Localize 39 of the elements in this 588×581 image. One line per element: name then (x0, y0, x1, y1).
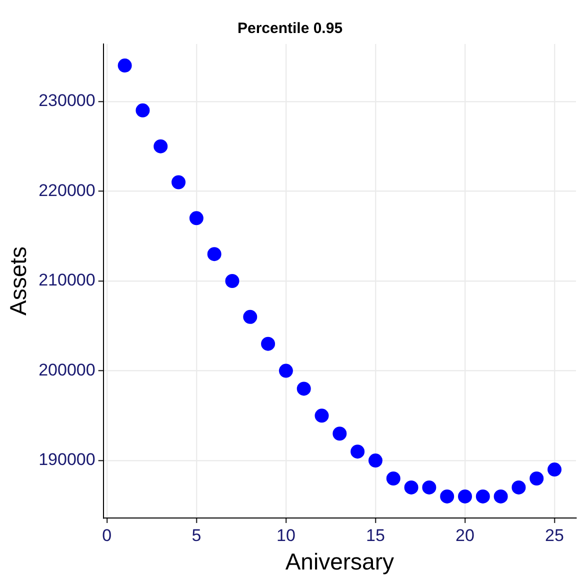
point (243, 310, 258, 324)
point (118, 58, 132, 73)
point (332, 426, 347, 441)
point (386, 472, 400, 486)
y-tick-label: 230000 (38, 91, 96, 110)
point (261, 336, 276, 351)
y-tick-label: 200000 (38, 360, 96, 380)
y-tick-label: 210000 (38, 270, 96, 290)
y-axis-title: Assets (5, 246, 32, 316)
chart-title: Percentile 0.95 (237, 20, 343, 38)
point (350, 444, 365, 459)
point (189, 211, 204, 226)
point (314, 408, 329, 423)
point (225, 274, 240, 288)
point (422, 480, 436, 494)
x-tick-label: 25 (545, 526, 564, 545)
point (368, 454, 382, 468)
point (494, 489, 508, 504)
point (548, 462, 562, 477)
point (404, 480, 418, 494)
x-tick-label: 0 (102, 526, 112, 545)
x-tick-label: 15 (366, 526, 385, 545)
x-tick-label: 10 (276, 526, 296, 545)
point (512, 480, 526, 494)
point (136, 103, 150, 118)
y-tick-label: 190000 (38, 450, 96, 470)
point (476, 489, 490, 504)
point (172, 175, 186, 190)
point (278, 364, 293, 378)
x-tick-label: 20 (456, 526, 474, 545)
point (458, 489, 472, 504)
y-tick-label: 220000 (38, 180, 96, 200)
point (296, 382, 311, 396)
point (154, 139, 168, 154)
x-axis-title: Aniversary (285, 548, 394, 575)
x-tick-label: 5 (192, 526, 202, 545)
point (440, 489, 454, 504)
point (207, 247, 222, 262)
point (530, 472, 544, 486)
